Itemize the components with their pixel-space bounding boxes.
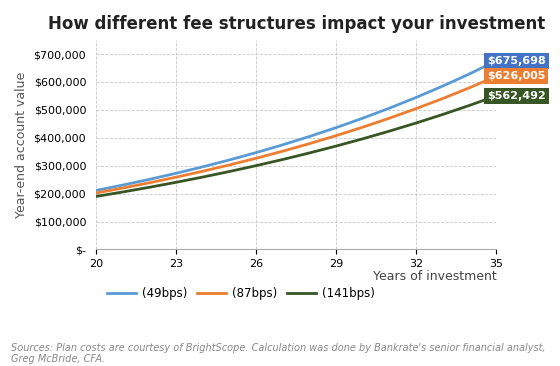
Text: $675,698: $675,698 [487,56,546,66]
Text: Years of investment: Years of investment [372,270,496,283]
(141bps) [226,169,233,174]
(49bps) [413,95,419,100]
(141bps) [493,94,500,98]
(87bps) [493,74,500,78]
(49bps) [279,143,286,147]
(87bps) [413,107,419,111]
(87bps) [119,186,126,190]
(141bps) [466,103,473,108]
(87bps) [172,175,179,179]
(49bps) [333,126,339,130]
(49bps) [92,188,99,193]
(141bps) [386,129,393,133]
Legend: (49bps), (87bps), (141bps): (49bps), (87bps), (141bps) [102,283,380,305]
Y-axis label: Year-end account value: Year-end account value [15,72,28,218]
(49bps) [146,177,153,182]
(141bps) [333,144,339,148]
(87bps) [333,134,339,138]
(141bps) [440,112,446,117]
(49bps) [466,72,473,76]
(141bps) [279,157,286,162]
(49bps) [386,106,393,110]
Line: (49bps): (49bps) [96,61,496,190]
(87bps) [306,141,313,146]
Line: (87bps): (87bps) [96,76,496,193]
Text: $562,492: $562,492 [487,91,546,101]
(87bps) [466,86,473,90]
Text: $626,005: $626,005 [487,71,545,81]
(141bps) [306,151,313,155]
(49bps) [440,84,446,88]
(87bps) [440,96,446,101]
(49bps) [306,134,313,139]
Text: Sources: Plan costs are courtesy of BrightScope. Calculation was done by Bankrat: Sources: Plan costs are courtesy of Brig… [11,343,546,364]
(49bps) [493,59,500,63]
(141bps) [119,190,126,194]
(49bps) [172,171,179,176]
(87bps) [146,180,153,185]
(141bps) [253,164,259,168]
(87bps) [360,125,366,129]
(49bps) [253,150,259,155]
(49bps) [199,165,206,169]
(87bps) [253,156,259,160]
(87bps) [226,163,233,167]
(141bps) [146,185,153,190]
(49bps) [119,183,126,187]
(49bps) [360,116,366,120]
(141bps) [172,180,179,184]
(141bps) [360,137,366,141]
(141bps) [413,121,419,125]
(141bps) [199,175,206,179]
Line: (141bps): (141bps) [96,96,496,197]
(141bps) [92,194,99,199]
(87bps) [92,191,99,195]
(87bps) [199,169,206,173]
Title: How different fee structures impact your investment: How different fee structures impact your… [48,15,545,33]
(87bps) [386,116,393,120]
(87bps) [279,149,286,153]
(49bps) [226,158,233,162]
